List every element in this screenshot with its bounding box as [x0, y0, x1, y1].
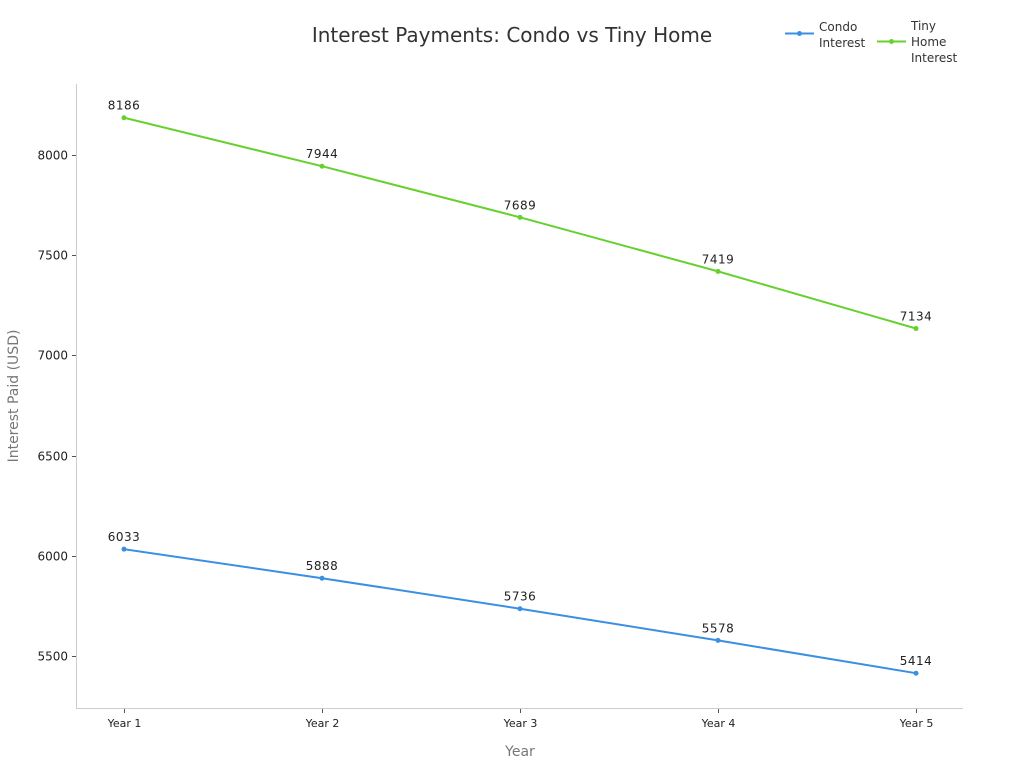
series-tiny-home-interest: 8186 7944 7689 7419 7134 — [108, 99, 933, 332]
data-label: 5578 — [702, 621, 735, 635]
data-label: 7944 — [306, 147, 339, 161]
data-label: 5736 — [504, 590, 537, 604]
legend-label: Interest — [911, 51, 958, 65]
x-tick-label: Year 1 — [107, 717, 142, 730]
y-tick-label: 7500 — [37, 249, 68, 263]
data-label: 7134 — [900, 310, 933, 324]
legend-label: Tiny — [910, 19, 936, 33]
x-axis-ticks: Year 1 Year 2 Year 3 Year 4 Year 5 — [107, 709, 934, 730]
data-label: 5888 — [306, 559, 339, 573]
series-line — [123, 116, 917, 330]
y-axis-title: Interest Paid (USD) — [6, 330, 22, 463]
data-label: 8186 — [108, 99, 141, 113]
x-axis-title: Year — [504, 744, 535, 760]
legend-item-condo-interest[interactable]: Condo Interest — [785, 20, 866, 50]
legend-marker-icon — [889, 39, 894, 44]
data-point[interactable] — [715, 268, 721, 274]
data-point[interactable] — [121, 546, 127, 552]
y-tick-label: 6000 — [37, 550, 68, 564]
y-tick-label: 7000 — [37, 349, 68, 363]
x-tick-label: Year 3 — [503, 717, 538, 730]
plot-area: 6033 5888 5736 5578 5414 8186 7944 7689 7419 7134 — [108, 99, 933, 676]
legend: Condo Interest Tiny Home Interest — [785, 19, 958, 65]
legend-marker-icon — [797, 31, 802, 36]
data-point[interactable] — [319, 163, 325, 169]
legend-label: Interest — [819, 36, 866, 50]
legend-label: Condo — [819, 20, 857, 34]
data-point[interactable] — [913, 670, 919, 676]
data-point[interactable] — [121, 115, 127, 121]
data-label: 6033 — [108, 530, 141, 544]
x-tick-label: Year 4 — [701, 717, 736, 730]
x-tick-label: Year 2 — [305, 717, 340, 730]
series-condo-interest: 6033 5888 5736 5578 5414 — [108, 530, 933, 676]
data-label: 7419 — [702, 252, 735, 266]
data-point[interactable] — [517, 606, 523, 612]
legend-item-tiny-home-interest[interactable]: Tiny Home Interest — [877, 19, 958, 65]
data-point[interactable] — [319, 575, 325, 581]
chart-title: Interest Payments: Condo vs Tiny Home — [312, 23, 712, 47]
data-label: 7689 — [504, 198, 537, 212]
data-point[interactable] — [715, 637, 721, 643]
legend-label: Home — [911, 35, 946, 49]
y-tick-label: 5500 — [37, 650, 68, 664]
y-tick-label: 8000 — [37, 149, 68, 163]
y-tick-label: 6500 — [37, 450, 68, 464]
y-axis-ticks: 5500 6000 6500 7000 7500 8000 — [37, 149, 76, 664]
data-label: 5414 — [900, 654, 933, 668]
data-point[interactable] — [913, 326, 919, 332]
x-tick-label: Year 5 — [899, 717, 934, 730]
data-point[interactable] — [517, 214, 523, 220]
